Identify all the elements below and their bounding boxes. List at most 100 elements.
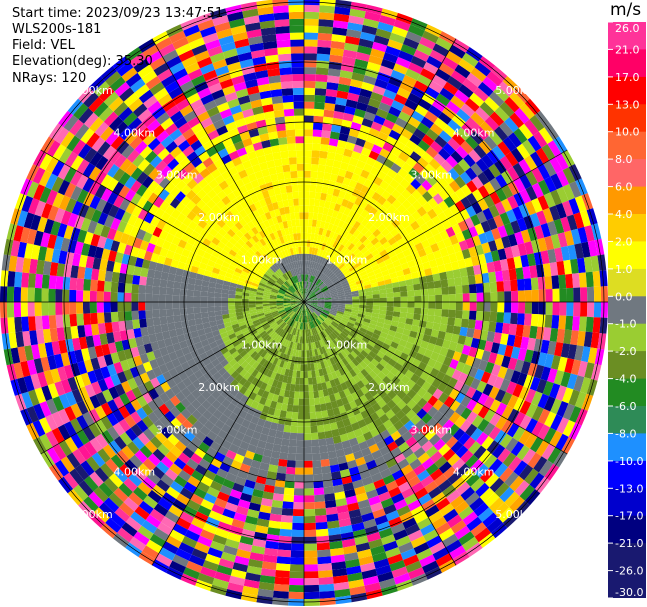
velocity-gate bbox=[450, 333, 460, 344]
velocity-gate bbox=[419, 36, 436, 50]
velocity-gate bbox=[343, 248, 351, 256]
velocity-gate bbox=[325, 229, 332, 238]
velocity-gate bbox=[376, 423, 387, 434]
velocity-gate bbox=[400, 219, 411, 229]
velocity-gate bbox=[420, 289, 429, 296]
velocity-gate bbox=[172, 429, 184, 441]
velocity-gate bbox=[413, 464, 426, 476]
velocity-gate bbox=[78, 500, 94, 517]
velocity-gate bbox=[242, 352, 251, 361]
velocity-gate bbox=[360, 169, 370, 179]
velocity-gate bbox=[480, 220, 492, 233]
velocity-gate bbox=[350, 312, 359, 317]
velocity-gate bbox=[359, 360, 368, 369]
velocity-gate bbox=[473, 87, 489, 102]
velocity-gate bbox=[442, 484, 457, 498]
velocity-gate bbox=[296, 440, 304, 448]
velocity-gate bbox=[404, 470, 417, 482]
velocity-gate bbox=[391, 404, 402, 415]
velocity-gate bbox=[304, 302, 310, 307]
velocity-gate bbox=[345, 302, 353, 305]
velocity-gate bbox=[497, 248, 507, 261]
velocity-gate bbox=[452, 351, 462, 362]
velocity-gate bbox=[299, 377, 304, 385]
velocity-gate bbox=[284, 316, 291, 323]
velocity-gate bbox=[531, 198, 543, 213]
velocity-gate bbox=[333, 281, 341, 287]
velocity-gate bbox=[334, 269, 342, 276]
velocity-gate bbox=[550, 189, 562, 206]
velocity-gate bbox=[413, 80, 429, 93]
velocity-gate bbox=[304, 350, 307, 358]
velocity-gate bbox=[322, 311, 329, 316]
velocity-gate bbox=[538, 289, 546, 302]
velocity-gate bbox=[262, 448, 273, 458]
velocity-gate bbox=[442, 142, 456, 156]
velocity-gate bbox=[460, 449, 474, 464]
velocity-gate bbox=[110, 291, 118, 302]
velocity-gate bbox=[89, 302, 97, 314]
velocity-gate bbox=[530, 436, 544, 453]
velocity-gate bbox=[337, 352, 345, 360]
velocity-gate bbox=[531, 167, 545, 183]
velocity-gate bbox=[314, 397, 321, 406]
velocity-gate bbox=[310, 304, 318, 307]
velocity-gate bbox=[256, 595, 273, 605]
velocity-gate bbox=[170, 417, 182, 429]
velocity-gate bbox=[337, 309, 345, 313]
velocity-gate bbox=[342, 112, 355, 122]
velocity-gate bbox=[364, 287, 373, 293]
velocity-gate bbox=[304, 584, 320, 593]
velocity-gate bbox=[220, 346, 229, 355]
velocity-gate bbox=[304, 405, 310, 413]
velocity-gate bbox=[255, 299, 263, 302]
velocity-gate bbox=[447, 317, 456, 326]
velocity-gate bbox=[562, 184, 575, 201]
velocity-gate bbox=[345, 141, 356, 151]
velocity-gate bbox=[513, 256, 523, 269]
velocity-gate bbox=[263, 352, 271, 360]
velocity-gate bbox=[90, 357, 101, 371]
velocity-gate bbox=[554, 342, 564, 357]
velocity-gate bbox=[343, 339, 351, 346]
velocity-gate bbox=[266, 392, 275, 401]
velocity-gate bbox=[64, 436, 78, 453]
velocity-gate bbox=[292, 405, 299, 413]
velocity-gate bbox=[288, 584, 304, 593]
velocity-gate bbox=[309, 349, 313, 357]
velocity-gate bbox=[65, 391, 77, 406]
velocity-gate bbox=[186, 441, 199, 453]
velocity-gate bbox=[159, 316, 168, 325]
velocity-gate bbox=[357, 95, 371, 105]
velocity-gate bbox=[214, 306, 222, 312]
velocity-gate bbox=[272, 443, 282, 453]
velocity-gate bbox=[488, 130, 503, 146]
velocity-gate bbox=[272, 394, 279, 403]
velocity-gate bbox=[533, 456, 548, 473]
velocity-gate bbox=[217, 342, 227, 351]
velocity-gate bbox=[292, 320, 297, 328]
velocity-gate bbox=[319, 150, 328, 159]
velocity-gate bbox=[271, 311, 279, 317]
velocity-gate bbox=[283, 324, 289, 331]
velocity-gate bbox=[176, 381, 187, 392]
velocity-gate bbox=[205, 553, 221, 565]
velocity-gate bbox=[587, 240, 598, 257]
velocity-gate bbox=[421, 92, 436, 105]
velocity-gate bbox=[299, 315, 302, 323]
velocity-gate bbox=[304, 184, 311, 192]
velocity-gate bbox=[440, 279, 449, 288]
velocity-gate bbox=[316, 234, 322, 242]
velocity-gate bbox=[299, 384, 304, 392]
velocity-gate bbox=[315, 278, 321, 286]
velocity-gate bbox=[304, 39, 318, 47]
velocity-gate bbox=[320, 313, 328, 319]
velocity-gate bbox=[525, 403, 538, 419]
velocity-gate bbox=[581, 393, 594, 411]
velocity-gate bbox=[287, 333, 292, 341]
velocity-gate bbox=[242, 434, 252, 444]
velocity-gate bbox=[482, 207, 494, 221]
velocity-gate bbox=[169, 406, 181, 418]
velocity-gate bbox=[228, 305, 236, 310]
